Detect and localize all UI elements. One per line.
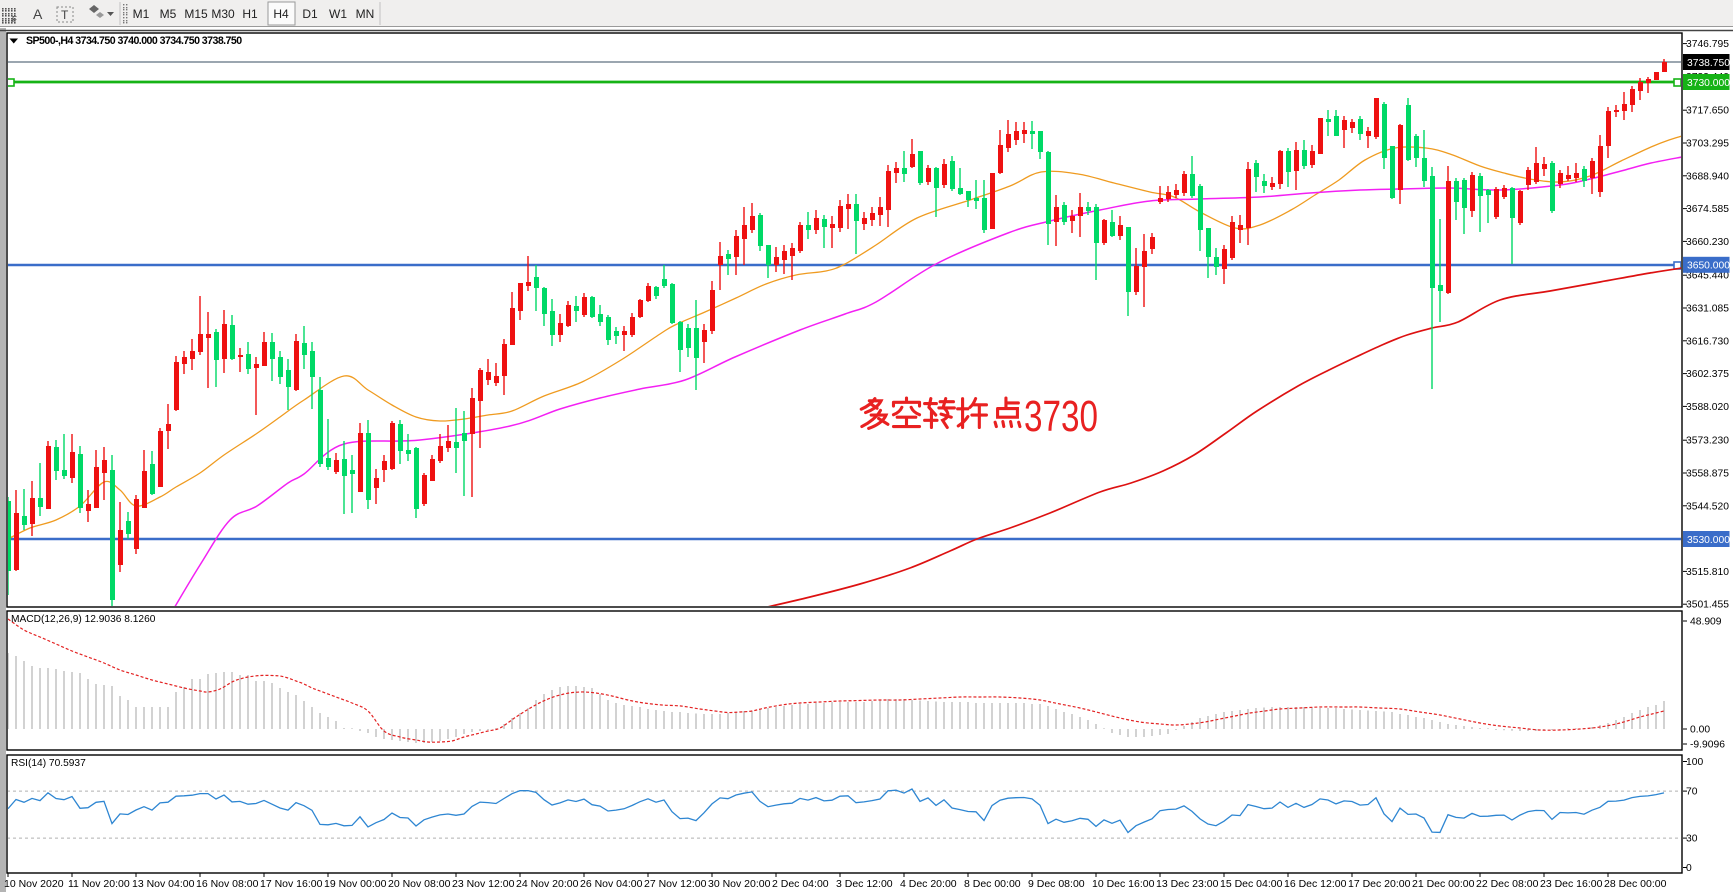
svg-text:17 Dec 20:00: 17 Dec 20:00 — [1348, 878, 1411, 890]
svg-text:11 Nov 20:00: 11 Nov 20:00 — [68, 878, 130, 890]
svg-text:100: 100 — [1686, 757, 1703, 768]
svg-text:21 Dec 00:00: 21 Dec 00:00 — [1412, 878, 1475, 890]
svg-text:20 Nov 08:00: 20 Nov 08:00 — [388, 878, 451, 890]
svg-text:15 Dec 04:00: 15 Dec 04:00 — [1220, 878, 1283, 890]
svg-text:70: 70 — [1686, 787, 1698, 798]
svg-text:3558.875: 3558.875 — [1686, 469, 1729, 480]
svg-text:3688.940: 3688.940 — [1686, 171, 1729, 182]
svg-text:H1: H1 — [242, 7, 258, 21]
svg-text:3602.375: 3602.375 — [1686, 369, 1729, 380]
svg-text:3674.585: 3674.585 — [1686, 204, 1729, 215]
svg-text:30: 30 — [1686, 834, 1698, 845]
svg-text:M1: M1 — [133, 7, 150, 21]
svg-text:3645.440: 3645.440 — [1686, 271, 1729, 282]
svg-text:3501.455: 3501.455 — [1686, 600, 1729, 611]
svg-text:M5: M5 — [160, 7, 177, 21]
svg-text:0.00: 0.00 — [1690, 725, 1710, 736]
svg-text:23 Dec 16:00: 23 Dec 16:00 — [1540, 878, 1603, 890]
svg-text:22 Dec 08:00: 22 Dec 08:00 — [1476, 878, 1539, 890]
svg-text:3746.795: 3746.795 — [1686, 39, 1729, 50]
svg-text:3515.810: 3515.810 — [1686, 567, 1729, 578]
svg-text:17 Nov 16:00: 17 Nov 16:00 — [260, 878, 323, 890]
svg-text:3573.230: 3573.230 — [1686, 436, 1729, 447]
svg-text:MACD(12,26,9) 12.9036 8.1260: MACD(12,26,9) 12.9036 8.1260 — [11, 614, 156, 625]
svg-text:D1: D1 — [302, 7, 318, 21]
svg-text:10 Dec 16:00: 10 Dec 16:00 — [1092, 878, 1155, 890]
svg-text:0: 0 — [1686, 863, 1692, 874]
svg-text:3717.650: 3717.650 — [1686, 106, 1729, 117]
svg-text:F: F — [12, 15, 17, 24]
svg-text:A: A — [33, 6, 43, 22]
svg-text:30 Nov 20:00: 30 Nov 20:00 — [708, 878, 771, 890]
svg-text:8 Dec 00:00: 8 Dec 00:00 — [964, 878, 1021, 890]
svg-text:27 Nov 12:00: 27 Nov 12:00 — [644, 878, 707, 890]
svg-text:3703.295: 3703.295 — [1686, 139, 1729, 150]
svg-text:3738.750: 3738.750 — [1687, 58, 1730, 69]
svg-text:24 Nov 20:00: 24 Nov 20:00 — [516, 878, 579, 890]
svg-text:3588.020: 3588.020 — [1686, 402, 1729, 413]
svg-text:RSI(14) 70.5937: RSI(14) 70.5937 — [11, 758, 86, 769]
svg-text:19 Nov 00:00: 19 Nov 00:00 — [324, 878, 387, 890]
svg-text:2 Dec 04:00: 2 Dec 04:00 — [772, 878, 829, 890]
svg-text:3616.730: 3616.730 — [1686, 336, 1729, 347]
svg-text:W1: W1 — [329, 7, 347, 21]
svg-text:M30: M30 — [211, 7, 235, 21]
svg-text:48.909: 48.909 — [1690, 617, 1722, 628]
svg-text:3 Dec 12:00: 3 Dec 12:00 — [836, 878, 893, 890]
svg-text:16 Dec 12:00: 16 Dec 12:00 — [1284, 878, 1347, 890]
svg-text:23 Nov 12:00: 23 Nov 12:00 — [452, 878, 515, 890]
svg-text:3730.000: 3730.000 — [1687, 78, 1730, 89]
svg-text:H4: H4 — [273, 7, 289, 21]
svg-text:3544.520: 3544.520 — [1686, 501, 1729, 512]
svg-text:3530.000: 3530.000 — [1687, 535, 1730, 546]
svg-text:26 Nov 04:00: 26 Nov 04:00 — [580, 878, 643, 890]
svg-text:MN: MN — [356, 7, 375, 21]
svg-text:16 Nov 08:00: 16 Nov 08:00 — [196, 878, 259, 890]
svg-text:3631.085: 3631.085 — [1686, 304, 1729, 315]
svg-text:SP500-,H4 3734.750 3740.000 3: SP500-,H4 3734.750 3740.000 3734.750 373… — [26, 35, 242, 47]
svg-text:28 Dec 00:00: 28 Dec 00:00 — [1604, 878, 1667, 890]
svg-text:T: T — [61, 8, 69, 22]
svg-text:M15: M15 — [184, 7, 208, 21]
svg-text:13 Dec 23:00: 13 Dec 23:00 — [1156, 878, 1219, 890]
svg-text:10 Nov 2020: 10 Nov 2020 — [4, 878, 64, 890]
svg-text:3660.230: 3660.230 — [1686, 237, 1729, 248]
svg-text:-9.9096: -9.9096 — [1690, 740, 1725, 751]
svg-text:13 Nov 04:00: 13 Nov 04:00 — [132, 878, 195, 890]
svg-text:9 Dec 08:00: 9 Dec 08:00 — [1028, 878, 1085, 890]
svg-text:3650.000: 3650.000 — [1687, 261, 1730, 272]
svg-text:3730: 3730 — [1024, 392, 1098, 441]
svg-text:4 Dec 20:00: 4 Dec 20:00 — [900, 878, 957, 890]
